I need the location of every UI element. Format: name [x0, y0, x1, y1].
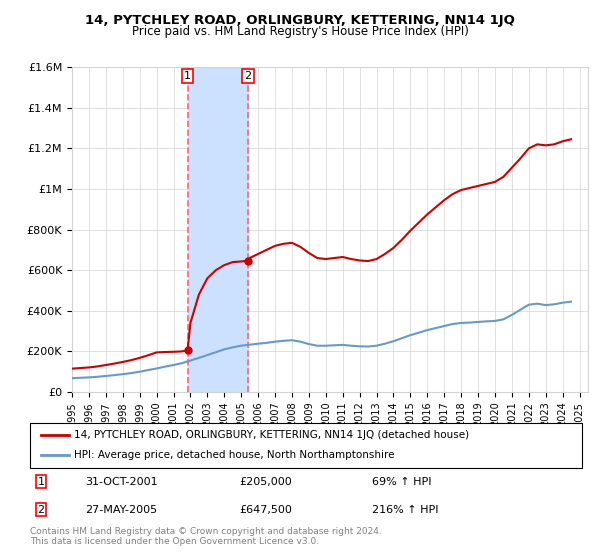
Text: 2: 2: [244, 71, 251, 81]
Text: 1: 1: [38, 477, 44, 487]
Text: 1: 1: [184, 71, 191, 81]
Text: 14, PYTCHLEY ROAD, ORLINGBURY, KETTERING, NN14 1JQ: 14, PYTCHLEY ROAD, ORLINGBURY, KETTERING…: [85, 14, 515, 27]
Text: £205,000: £205,000: [240, 477, 293, 487]
Text: HPI: Average price, detached house, North Northamptonshire: HPI: Average price, detached house, Nort…: [74, 450, 395, 460]
Text: 14, PYTCHLEY ROAD, ORLINGBURY, KETTERING, NN14 1JQ (detached house): 14, PYTCHLEY ROAD, ORLINGBURY, KETTERING…: [74, 430, 469, 440]
Text: 216% ↑ HPI: 216% ↑ HPI: [372, 505, 439, 515]
Text: 2: 2: [37, 505, 44, 515]
FancyBboxPatch shape: [30, 423, 582, 468]
Text: Contains HM Land Registry data © Crown copyright and database right 2024.
This d: Contains HM Land Registry data © Crown c…: [30, 526, 382, 546]
Text: 31-OCT-2001: 31-OCT-2001: [85, 477, 158, 487]
Text: Price paid vs. HM Land Registry's House Price Index (HPI): Price paid vs. HM Land Registry's House …: [131, 25, 469, 38]
Text: 69% ↑ HPI: 69% ↑ HPI: [372, 477, 432, 487]
Text: £647,500: £647,500: [240, 505, 293, 515]
Bar: [188, 67, 248, 392]
Text: 27-MAY-2005: 27-MAY-2005: [85, 505, 157, 515]
